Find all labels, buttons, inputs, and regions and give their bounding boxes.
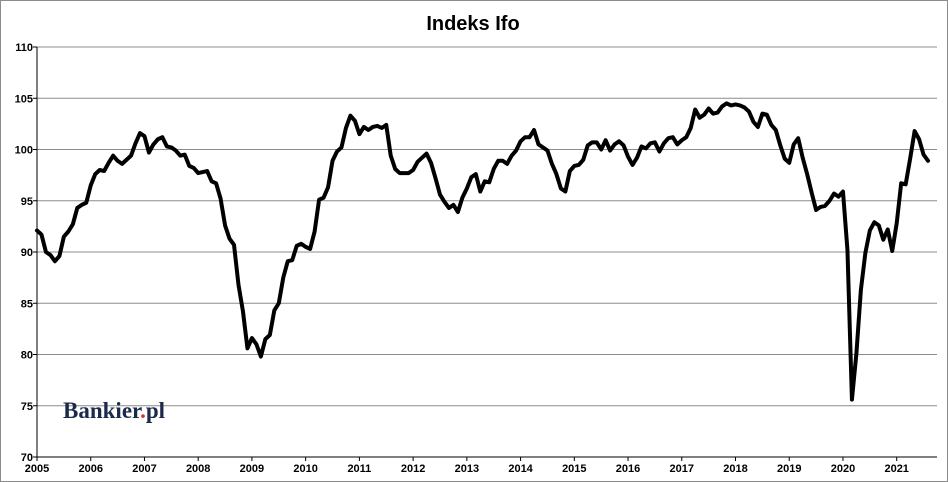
- series-group: [35, 101, 931, 402]
- y-tick-label-5: 95: [21, 196, 33, 208]
- y-tick-label-0: 70: [21, 452, 33, 464]
- x-tick-label-4: 2009: [240, 463, 264, 475]
- series-line-0: [35, 101, 931, 402]
- x-tick-label-1: 2006: [78, 463, 102, 475]
- logo-suffix: pl: [146, 398, 165, 423]
- x-tick-label-2: 2007: [132, 463, 156, 475]
- x-tick-label-14: 2019: [777, 463, 801, 475]
- x-tick-label-3: 2008: [186, 463, 210, 475]
- x-tick-label-13: 2018: [723, 463, 747, 475]
- x-tick-labels: 2005 2006 2007 2008 2009 2010 2011 2012 2013 2014…: [25, 463, 909, 475]
- y-tick-label-8: 110: [15, 42, 33, 54]
- x-tick-label-10: 2015: [562, 463, 586, 475]
- x-tick-label-0: 2005: [25, 463, 49, 475]
- bankier-logo: Bankier.pl: [63, 398, 165, 423]
- y-tick-label-4: 90: [21, 247, 33, 259]
- x-tick-label-7: 2012: [401, 463, 425, 475]
- x-tick-label-5: 2010: [293, 463, 317, 475]
- x-tick-label-12: 2017: [670, 463, 694, 475]
- logo-dot: .: [140, 398, 146, 423]
- x-tick-label-16: 2021: [884, 463, 908, 475]
- y-tick-labels: 70 75 80 85 90 95 100 105 110: [15, 42, 33, 464]
- y-tick-label-2: 80: [21, 350, 33, 362]
- gridlines: [37, 46, 937, 407]
- y-tick-label-7: 105: [15, 93, 33, 105]
- x-tick-label-9: 2014: [508, 463, 533, 475]
- x-tick-label-15: 2020: [831, 463, 855, 475]
- logo-name: Bankier: [63, 398, 142, 423]
- x-tick-label-11: 2016: [616, 463, 640, 475]
- axes: [33, 46, 937, 461]
- y-tick-label-1: 75: [21, 401, 33, 413]
- x-tick-label-6: 2011: [347, 463, 371, 475]
- y-tick-label-6: 100: [15, 145, 33, 157]
- x-tick-label-8: 2013: [455, 463, 479, 475]
- chart-title: Indeks Ifo: [426, 13, 519, 35]
- y-tick-label-3: 85: [21, 298, 33, 310]
